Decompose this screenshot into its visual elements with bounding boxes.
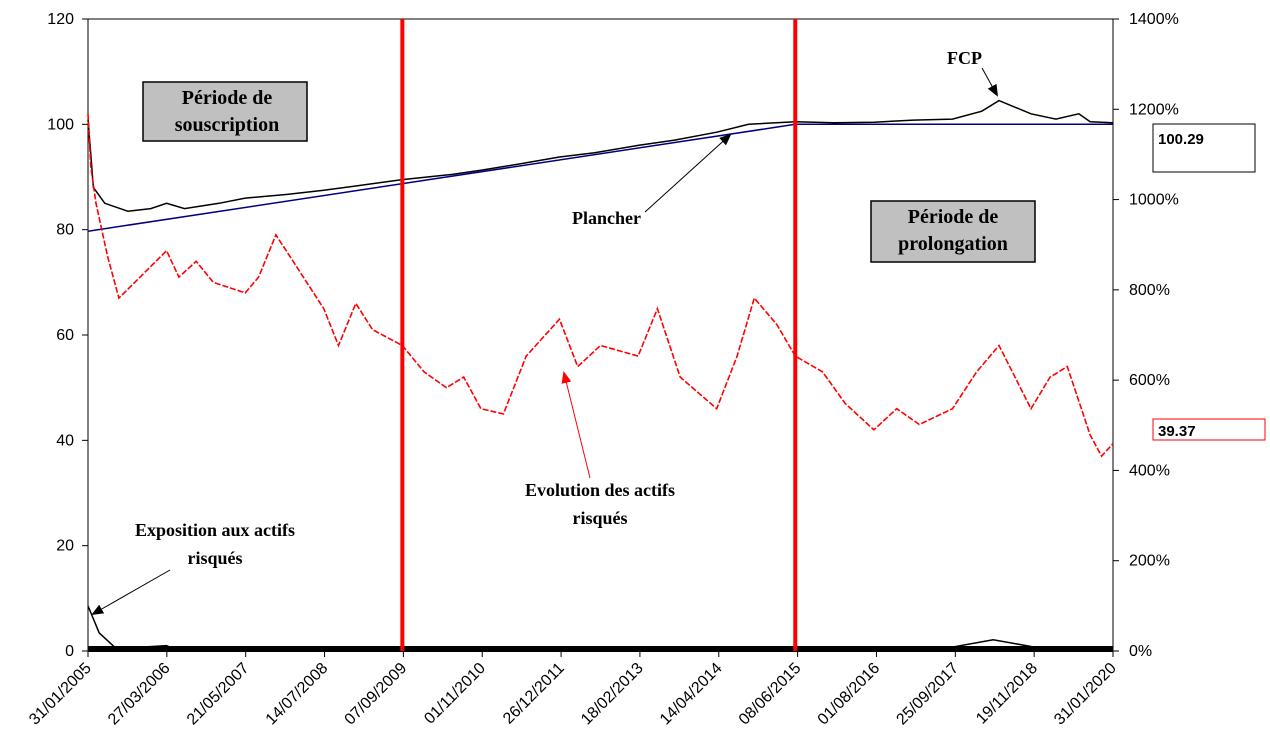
plancher-annotation: Plancher bbox=[572, 208, 641, 228]
fcp-arrow bbox=[981, 67, 998, 97]
series-evolution-des-actifs-risques bbox=[87, 113, 1114, 458]
actifs-value-box: 39.37 bbox=[1152, 418, 1266, 441]
left-tick-label: 80 bbox=[56, 222, 74, 239]
left-tick-label: 60 bbox=[56, 327, 74, 344]
x-tick-label: 31/01/2020 bbox=[1051, 660, 1120, 729]
x-tick-label: 08/06/2015 bbox=[736, 660, 805, 729]
x-tick-label: 31/01/2005 bbox=[26, 660, 95, 729]
series-layer bbox=[87, 99, 1114, 652]
actifs-value: 39.37 bbox=[1158, 423, 1196, 440]
x-tick-label: 14/04/2014 bbox=[657, 660, 726, 729]
x-tick-label: 07/09/2009 bbox=[342, 660, 411, 729]
x-tick-label: 01/11/2010 bbox=[421, 660, 489, 728]
right-tick-label: 400% bbox=[1129, 462, 1170, 479]
exposition-annotation-1: Exposition aux actifs bbox=[135, 520, 295, 540]
x-tick-label: 19/11/2018 bbox=[973, 660, 1041, 728]
souscription-box: Période de souscription bbox=[142, 81, 308, 142]
prolongation-box: Période de prolongation bbox=[870, 200, 1036, 263]
evolution-arrow bbox=[561, 371, 591, 479]
exposure-baseline-band bbox=[88, 646, 1113, 652]
evolution-annotation-1: Evolution des actifs bbox=[525, 480, 675, 500]
right-tick-label: 1000% bbox=[1129, 192, 1179, 209]
x-axis: 31/01/2005 27/03/2006 21/05/2007 14/07/2008… bbox=[26, 651, 1120, 728]
fcp-value: 100.29 bbox=[1158, 131, 1204, 148]
right-tick-label: 1400% bbox=[1129, 11, 1179, 28]
prolongation-label-1: Période de bbox=[908, 206, 999, 228]
exposition-annotation-2: risqués bbox=[187, 548, 242, 568]
fcp-annotation: FCP bbox=[947, 48, 982, 68]
left-tick-label: 120 bbox=[47, 11, 74, 28]
vertical-lines bbox=[400, 19, 798, 651]
right-tick-label: 800% bbox=[1129, 282, 1170, 299]
left-tick-label: 40 bbox=[56, 432, 74, 449]
prolongation-label-2: prolongation bbox=[898, 233, 1008, 255]
x-tick-label: 27/03/2006 bbox=[105, 660, 174, 729]
exposition-arrow bbox=[91, 569, 171, 615]
series-exposition-aux-actifs-risques bbox=[87, 605, 1113, 652]
left-axis: 0 20 40 60 80 100 120 bbox=[47, 11, 88, 660]
x-tick-label: 14/07/2008 bbox=[263, 660, 332, 729]
souscription-label-1: Période de bbox=[182, 87, 273, 109]
left-tick-label: 20 bbox=[56, 538, 74, 555]
right-tick-label: 200% bbox=[1129, 553, 1170, 570]
souscription-label-2: souscription bbox=[175, 114, 279, 136]
right-tick-label: 600% bbox=[1129, 372, 1170, 389]
fcp-value-box: 100.29 bbox=[1152, 123, 1256, 173]
x-tick-label: 18/02/2013 bbox=[578, 660, 647, 729]
x-tick-label: 26/12/2011 bbox=[500, 660, 568, 728]
evolution-annotation-2: risqués bbox=[572, 508, 627, 528]
x-tick-label: 21/05/2007 bbox=[184, 660, 253, 729]
right-tick-label: 0% bbox=[1129, 643, 1152, 660]
left-tick-label: 100 bbox=[47, 116, 74, 133]
right-tick-label: 1200% bbox=[1129, 101, 1179, 118]
right-axis: 0% 200% 400% 600% 800% 1000% 1200% 1400% bbox=[1113, 11, 1179, 660]
plancher-arrow bbox=[644, 133, 732, 213]
x-tick-label: 25/09/2017 bbox=[893, 660, 962, 729]
left-tick-label: 0 bbox=[65, 643, 74, 660]
x-tick-label: 01/08/2016 bbox=[815, 660, 884, 729]
series-fcp bbox=[87, 99, 1114, 212]
